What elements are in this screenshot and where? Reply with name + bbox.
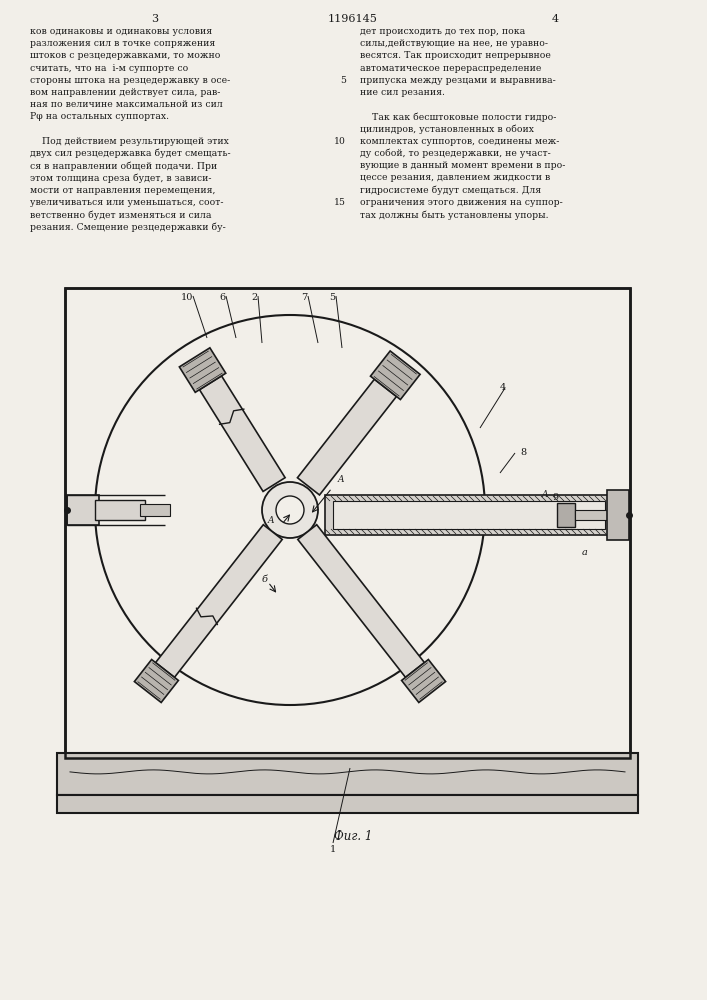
Text: 4: 4 <box>551 14 559 24</box>
Bar <box>140 504 170 516</box>
Text: комплектах суппортов, соединены меж-: комплектах суппортов, соединены меж- <box>360 137 559 146</box>
Text: а: а <box>582 548 588 557</box>
Text: дет происходить до тех пор, пока: дет происходить до тех пор, пока <box>360 27 525 36</box>
Polygon shape <box>180 348 226 392</box>
Text: стороны штока на резцедержавку в осе-: стороны штока на резцедержавку в осе- <box>30 76 230 85</box>
Text: двух сил резцедержавка будет смещать-: двух сил резцедержавка будет смещать- <box>30 149 230 158</box>
Text: вом направлении действует сила, рав-: вом направлении действует сила, рав- <box>30 88 221 97</box>
Text: 3: 3 <box>151 14 158 24</box>
Text: вующие в данный момент времени в про-: вующие в данный момент времени в про- <box>360 161 566 170</box>
Text: увеличиваться или уменьшаться, соот-: увеличиваться или уменьшаться, соот- <box>30 198 223 207</box>
Bar <box>57 753 638 795</box>
Bar <box>67 495 99 525</box>
Text: 1196145: 1196145 <box>328 14 378 24</box>
Text: ду собой, то резцедержавки, не участ-: ду собой, то резцедержавки, не участ- <box>360 149 551 158</box>
Bar <box>557 503 575 527</box>
Text: ние сил резания.: ние сил резания. <box>360 88 445 97</box>
Text: ся в направлении общей подачи. При: ся в направлении общей подачи. При <box>30 161 217 171</box>
Text: б: б <box>262 575 268 584</box>
Bar <box>607 490 629 540</box>
Bar <box>325 495 622 535</box>
Text: тах должны быть установлены упоры.: тах должны быть установлены упоры. <box>360 210 549 220</box>
Text: A: A <box>338 475 344 484</box>
Text: 10: 10 <box>334 137 346 146</box>
Text: автоматическое перераспределение: автоматическое перераспределение <box>360 64 542 73</box>
Text: 10: 10 <box>181 293 193 302</box>
Text: 7: 7 <box>301 293 307 302</box>
Text: A: A <box>542 490 549 499</box>
Polygon shape <box>402 659 445 702</box>
Circle shape <box>262 482 318 538</box>
Text: Так как бесштоковые полости гидро-: Так как бесштоковые полости гидро- <box>360 112 556 122</box>
Text: штоков с резцедержавками, то можно: штоков с резцедержавками, то можно <box>30 51 221 60</box>
Text: этом толщина среза будет, в зависи-: этом толщина среза будет, в зависи- <box>30 173 211 183</box>
Text: Фиг. 1: Фиг. 1 <box>334 830 372 843</box>
Text: ограничения этого движения на суппор-: ограничения этого движения на суппор- <box>360 198 563 207</box>
Text: разложения сил в точке сопряжения: разложения сил в точке сопряжения <box>30 39 215 48</box>
Text: 9: 9 <box>552 493 558 502</box>
Text: цилиндров, установленных в обоих: цилиндров, установленных в обоих <box>360 125 534 134</box>
Circle shape <box>276 496 304 524</box>
Bar <box>57 795 638 813</box>
Text: Под действием результирующей этих: Под действием результирующей этих <box>30 137 229 146</box>
Text: 1: 1 <box>330 845 337 854</box>
Polygon shape <box>370 351 420 400</box>
Text: припуска между резцами и выравнива-: припуска между резцами и выравнива- <box>360 76 556 85</box>
Bar <box>65 288 630 758</box>
Text: A: A <box>268 516 274 525</box>
Text: 2: 2 <box>251 293 257 302</box>
Bar <box>575 510 622 520</box>
Text: считать, что на  i-м суппорте со: считать, что на i-м суппорте со <box>30 64 188 73</box>
Bar <box>65 288 630 758</box>
Text: мости от направления перемещения,: мости от направления перемещения, <box>30 186 216 195</box>
Polygon shape <box>298 379 397 495</box>
Text: силы,действующие на нее, не уравно-: силы,действующие на нее, не уравно- <box>360 39 548 48</box>
Polygon shape <box>298 525 424 677</box>
Text: 5: 5 <box>340 76 346 85</box>
Text: ветственно будет изменяться и сила: ветственно будет изменяться и сила <box>30 210 211 220</box>
Polygon shape <box>134 659 178 702</box>
Polygon shape <box>199 376 285 491</box>
Text: 15: 15 <box>334 198 346 207</box>
Text: ная по величине максимальной из сил: ная по величине максимальной из сил <box>30 100 223 109</box>
Text: 5: 5 <box>329 293 335 302</box>
Polygon shape <box>156 525 282 677</box>
Text: весятся. Так происходит непрерывное: весятся. Так происходит непрерывное <box>360 51 551 60</box>
Text: резания. Смещение резцедержавки бу-: резания. Смещение резцедержавки бу- <box>30 222 226 232</box>
Circle shape <box>95 315 485 705</box>
Text: цессе резания, давлением жидкости в: цессе резания, давлением жидкости в <box>360 173 550 182</box>
Text: гидросистеме будут смещаться. Для: гидросистеме будут смещаться. Для <box>360 186 541 195</box>
Text: 6: 6 <box>219 293 225 302</box>
Bar <box>95 500 145 520</box>
Bar <box>333 501 605 529</box>
Text: ков одинаковы и одинаковы условия: ков одинаковы и одинаковы условия <box>30 27 212 36</box>
Text: 8: 8 <box>520 448 526 457</box>
Text: 4: 4 <box>500 383 506 392</box>
Text: Рφ на остальных суппортах.: Рφ на остальных суппортах. <box>30 112 169 121</box>
